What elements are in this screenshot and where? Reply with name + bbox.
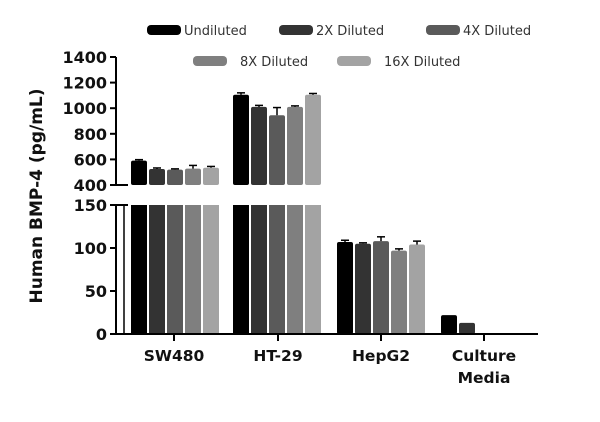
bar [305, 94, 321, 185]
y-tick-label: 150 [74, 196, 107, 215]
x-category-label: HepG2 [352, 347, 410, 365]
bar-group-sw480 [131, 158, 219, 334]
chart-legend: Undiluted 2X Diluted 4X Diluted 8X Diluted 1… [147, 24, 531, 70]
bar [203, 167, 219, 185]
bar-group-ht-29 [233, 92, 321, 334]
bar [409, 244, 425, 334]
bar [287, 205, 303, 334]
legend-item: 16X Diluted [337, 55, 460, 70]
y-tick-label: 0 [96, 325, 107, 344]
bar [131, 160, 147, 185]
legend-swatch [147, 25, 181, 35]
legend-label: 8X Diluted [240, 55, 308, 70]
bar-group-culture-media [441, 315, 475, 334]
x-category-label: Culture [452, 347, 516, 365]
bar [185, 168, 201, 185]
bar-group-hepg2 [337, 236, 425, 334]
legend-label: 16X Diluted [384, 55, 460, 70]
legend-swatch [426, 25, 460, 35]
bar [459, 322, 475, 334]
bar [185, 205, 201, 334]
bar [131, 205, 147, 334]
legend-item: 4X Diluted [426, 24, 531, 39]
legend-item: 8X Diluted [193, 55, 308, 70]
y-tick-label: 600 [74, 150, 107, 169]
bar [233, 205, 249, 334]
bar [305, 205, 321, 334]
bar [167, 205, 183, 334]
bar [251, 205, 267, 334]
y-tick-label: 1400 [62, 48, 107, 67]
legend-label: Undiluted [184, 24, 247, 39]
bar [391, 250, 407, 334]
bar [167, 169, 183, 185]
bar [233, 94, 249, 185]
y-axis-label: Human BMP-4 (pg/mL) [27, 88, 47, 303]
bars-group [131, 92, 475, 334]
legend-label: 2X Diluted [316, 24, 384, 39]
bar [251, 106, 267, 185]
x-category-label: Media [458, 369, 511, 387]
bar [287, 106, 303, 185]
y-tick-label: 100 [74, 239, 107, 258]
y-tick-label: 400 [74, 176, 107, 195]
legend-swatch [193, 56, 227, 66]
legend-swatch [337, 56, 371, 66]
legend-item: Undiluted [147, 24, 247, 39]
bar [373, 241, 389, 334]
y-tick-label: 800 [74, 125, 107, 144]
bar [149, 169, 165, 185]
bar [337, 241, 353, 334]
axis-break-gap [118, 189, 538, 201]
x-category-label: HT-29 [253, 347, 302, 365]
y-tick-label: 1000 [62, 99, 107, 118]
y-tick-label: 50 [85, 282, 107, 301]
bar [269, 115, 285, 185]
y-tick-label: 1200 [62, 74, 107, 93]
legend-swatch [279, 25, 313, 35]
bar [441, 315, 457, 334]
x-category-label: SW480 [144, 347, 205, 365]
axes-group: 400 600 800 1000 1200 1400 0 50 100 150 SW480 HT-29… [62, 48, 538, 387]
legend-item: 2X Diluted [279, 24, 384, 39]
bar [203, 205, 219, 334]
bar [269, 205, 285, 334]
bar [149, 205, 165, 334]
legend-label: 4X Diluted [463, 24, 531, 39]
bar [355, 243, 371, 334]
